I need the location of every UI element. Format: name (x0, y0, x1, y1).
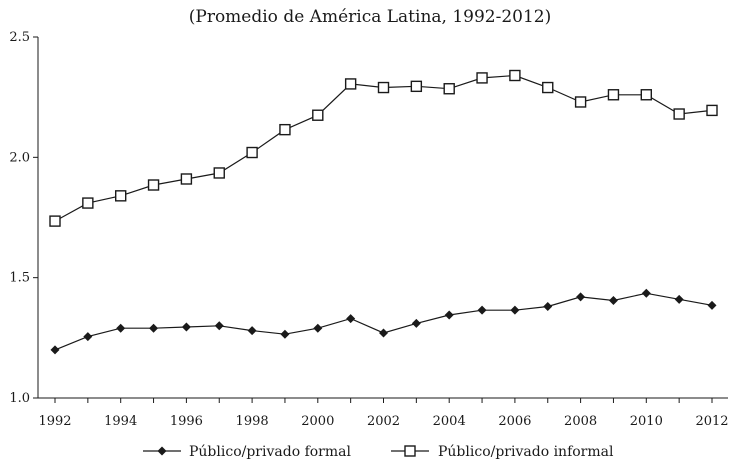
series-layer (49, 69, 718, 355)
data-point-diamond (346, 314, 356, 324)
y-tick-label: 1.5 (9, 271, 30, 286)
data-point-square (114, 190, 127, 202)
x-tick-label: 2010 (630, 414, 663, 429)
y-tick-label: 1.0 (9, 391, 30, 406)
data-point-square (607, 89, 620, 101)
data-point-diamond (83, 332, 93, 342)
data-point-diamond (444, 310, 454, 320)
data-point-diamond (247, 326, 257, 336)
data-point-diamond (608, 296, 618, 306)
y-ticks: 1.0 1.5 2.0 2.5 (9, 30, 38, 406)
data-point-diamond (280, 329, 290, 339)
data-point-square (147, 179, 160, 191)
data-point-square (706, 104, 718, 117)
data-point-diamond (543, 302, 553, 312)
x-tick-label: 1992 (38, 414, 71, 429)
x-tick-label: 2012 (695, 414, 728, 429)
data-point-diamond (510, 305, 520, 315)
data-point-square (673, 108, 685, 120)
data-point-square (312, 109, 324, 121)
data-point-square (246, 146, 258, 159)
x-tick-label: 2008 (564, 414, 597, 429)
data-point-diamond (674, 294, 684, 304)
y-tick-label: 2.5 (9, 30, 30, 45)
data-point-diamond (641, 288, 651, 298)
data-point-square (542, 81, 554, 94)
data-point-square (213, 167, 225, 179)
x-ticks: 1992 1994 1996 1998 2000 2002 2004 2006 2008 2010… (38, 398, 729, 429)
x-tick-label: 2006 (498, 414, 531, 429)
data-point-diamond (576, 292, 586, 302)
x-tick-label: 1998 (236, 414, 269, 429)
data-point-diamond (214, 321, 224, 331)
data-point-diamond (379, 328, 388, 338)
data-point-diamond (313, 323, 323, 333)
data-point-diamond (477, 305, 487, 315)
x-tick-label: 2002 (367, 414, 400, 429)
data-point-diamond (411, 318, 421, 328)
legend-label-informal: Público/privado informal (438, 444, 614, 460)
data-point-square (82, 197, 94, 209)
data-point-square (377, 81, 390, 94)
data-point-diamond (149, 323, 159, 333)
data-point-square (476, 72, 488, 84)
x-tick-label: 2004 (433, 414, 466, 429)
data-point-square (509, 69, 521, 82)
data-point-square (344, 78, 357, 90)
data-point-diamond (116, 323, 126, 333)
data-point-square (640, 89, 652, 101)
legend-item-formal: Público/privado formal (143, 444, 351, 460)
data-point-diamond (707, 300, 717, 310)
legend-diamond-icon (157, 446, 167, 456)
data-point-square (410, 80, 423, 93)
y-tick-label: 2.0 (9, 150, 30, 165)
data-point-square (49, 215, 61, 227)
legend: Público/privado formal Público/privado i… (143, 444, 614, 460)
legend-item-informal: Público/privado informal (391, 444, 614, 460)
x-tick-label: 1994 (104, 414, 137, 429)
data-point-square (180, 173, 193, 185)
chart-title: (Promedio de América Latina, 1992-2012) (189, 7, 552, 27)
legend-square-icon (404, 445, 416, 457)
data-point-diamond (181, 322, 191, 332)
data-point-square (279, 123, 291, 136)
legend-label-formal: Público/privado formal (189, 444, 351, 460)
x-tick-label: 1996 (170, 414, 203, 429)
data-point-square (443, 83, 455, 95)
data-point-square (574, 96, 587, 108)
data-point-diamond (50, 345, 60, 355)
x-tick-label: 2000 (301, 414, 334, 429)
